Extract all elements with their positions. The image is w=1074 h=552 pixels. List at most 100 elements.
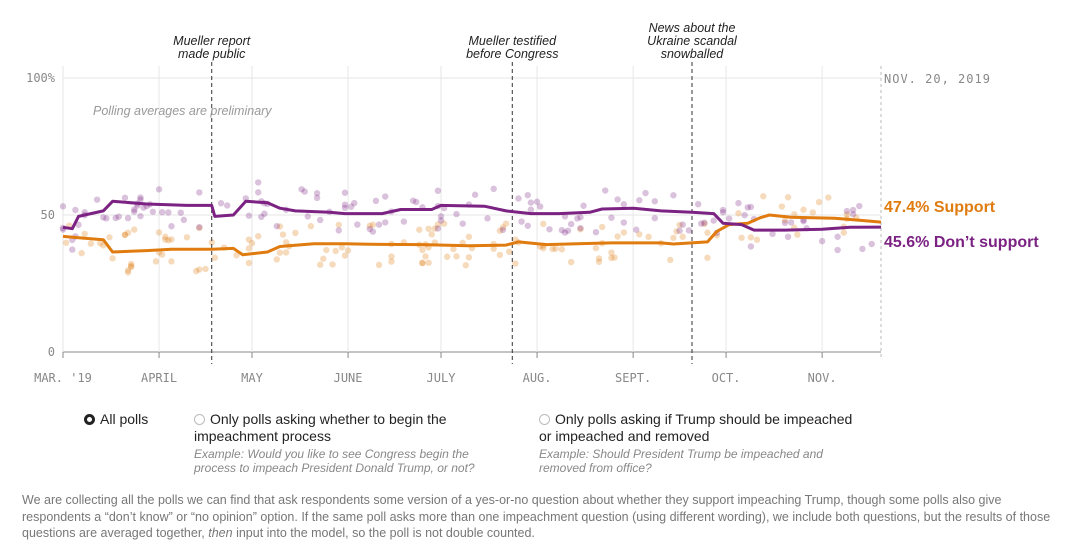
poll-dot (422, 253, 429, 260)
poll-dot (719, 206, 727, 214)
poll-dot (245, 259, 253, 267)
poll-dot (496, 251, 504, 259)
radio-icon[interactable] (194, 414, 205, 425)
poll-dot (849, 211, 857, 218)
poll-dot (490, 245, 497, 252)
poll-dot (645, 233, 652, 241)
poll-dot (276, 223, 284, 230)
filter-impeached-removed[interactable]: Only polls asking if Trump should be imp… (539, 411, 859, 445)
poll-dot (341, 189, 349, 196)
poll-dot (515, 195, 522, 202)
poll-dot (282, 249, 290, 256)
x-tick-label: OCT. (712, 371, 741, 385)
poll-dot (595, 255, 603, 262)
poll-dot (518, 218, 525, 225)
y-axis: 100% 50 0 (26, 71, 56, 359)
poll-dot (784, 194, 792, 201)
poll-dot (453, 210, 460, 218)
poll-dot (558, 226, 566, 234)
filter-begin-process[interactable]: Only polls asking whether to begin the i… (194, 411, 464, 445)
poll-dot (840, 229, 848, 236)
poll-dot (168, 258, 175, 265)
poll-dot (536, 203, 544, 210)
poll-dot (800, 218, 807, 225)
poll-dot (471, 191, 479, 198)
poll-dot (608, 254, 615, 262)
poll-dot (549, 245, 556, 253)
poll-dot (760, 193, 767, 200)
poll-dot (496, 227, 504, 234)
poll-dot (794, 231, 801, 238)
poll-dot (577, 226, 584, 233)
poll-dot (351, 199, 358, 207)
poll-dot (636, 197, 643, 204)
poll-dot (347, 203, 355, 210)
poll-dot (747, 234, 755, 241)
poll-dot (540, 220, 547, 228)
poll-dot (620, 229, 628, 236)
poll-dot (781, 219, 789, 227)
poll-dot (124, 214, 132, 222)
filter-impeached-removed-label: Only polls asking if Trump should be imp… (539, 411, 853, 444)
poll-dot (78, 249, 85, 257)
poll-dot (276, 249, 284, 256)
poll-dot (809, 209, 817, 216)
event-label: News about the (649, 21, 736, 35)
x-tick-label: AUG. (523, 371, 552, 385)
poll-dot (416, 226, 423, 233)
poll-dot (533, 198, 541, 205)
poll-dot (112, 214, 119, 222)
poll-dot (667, 256, 674, 264)
poll-dot (437, 217, 445, 224)
poll-dot (614, 233, 621, 240)
poll-dot (608, 249, 615, 256)
poll-dot (273, 222, 280, 230)
poll-dot (673, 228, 680, 235)
poll-dot (87, 240, 95, 247)
radio-icon[interactable] (539, 414, 550, 425)
poll-dot (168, 223, 175, 230)
poll-dot (419, 246, 426, 254)
poll-dot (155, 186, 163, 193)
poll-dot (93, 196, 101, 203)
current-date-label: NOV. 20, 2019 (884, 72, 991, 86)
poll-dot (137, 212, 144, 220)
poll-dot (710, 217, 717, 224)
poll-dot (843, 207, 851, 215)
poll-dot (413, 198, 420, 206)
poll-dot (382, 193, 389, 200)
poll-dot (558, 246, 566, 253)
poll-dot (127, 262, 135, 270)
poll-dot (868, 240, 875, 248)
poll-dot (787, 219, 795, 226)
radio-icon-selected[interactable] (84, 414, 95, 425)
poll-dot (304, 213, 311, 220)
poll-dot (372, 197, 380, 205)
x-tick-label: MAR. '19 (34, 371, 92, 385)
poll-dot (735, 210, 742, 217)
poll-dot (781, 217, 789, 224)
poll-dot (81, 230, 88, 238)
poll-dot (59, 203, 67, 210)
poll-dot (580, 202, 587, 209)
poll-dot (818, 237, 826, 245)
poll-dot (440, 220, 448, 227)
poll-dot (127, 260, 135, 268)
filter-begin-process-label: Only polls asking whether to begin the i… (194, 411, 447, 444)
y-tick-label: 50 (41, 208, 55, 222)
poll-dot (620, 219, 628, 226)
poll-dot (444, 253, 451, 260)
poll-dot (121, 231, 129, 239)
poll-dot (484, 215, 491, 222)
filter-all-polls[interactable]: All polls (84, 411, 148, 428)
poll-dot (162, 236, 169, 243)
poll-dot (196, 223, 203, 231)
poll-dot (162, 233, 169, 240)
poll-dot (825, 194, 832, 201)
poll-dot (725, 215, 733, 222)
poll-dot (75, 221, 82, 228)
poll-dot (747, 243, 755, 250)
poll-dot (131, 208, 138, 215)
poll-dot (131, 206, 138, 213)
